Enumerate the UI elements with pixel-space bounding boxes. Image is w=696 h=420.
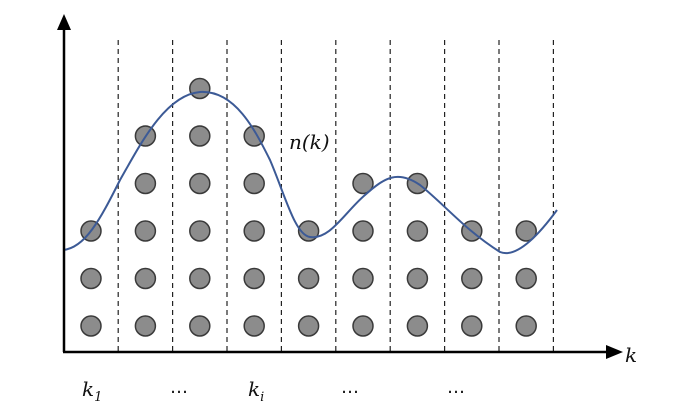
dot: [243, 172, 265, 195]
dot: [515, 220, 537, 242]
dot-grid: [80, 77, 537, 337]
dot: [134, 267, 157, 290]
dot: [352, 267, 374, 290]
dot: [80, 267, 102, 290]
dot: [189, 125, 211, 147]
x-axis-label: k: [625, 343, 637, 367]
dot: [352, 315, 374, 337]
dot: [134, 172, 157, 195]
curve-label: n(k): [289, 130, 330, 154]
ellipsis-label: …: [447, 377, 465, 398]
dot: [406, 220, 429, 242]
dot: [243, 315, 265, 337]
ellipsis-label: …: [341, 377, 359, 398]
dot: [189, 172, 211, 195]
dot: [297, 315, 320, 337]
dot: [352, 172, 374, 195]
dot: [515, 315, 537, 337]
x-axis-arrow-icon: [606, 345, 623, 359]
ellipsis-label: …: [170, 377, 188, 398]
curve-n-of-k: [62, 90, 558, 255]
dot: [461, 315, 483, 337]
y-axis-arrow-icon: [57, 14, 71, 30]
dot: [406, 267, 429, 290]
dot: [189, 220, 211, 242]
dot: [515, 267, 537, 290]
dot: [243, 267, 265, 290]
dot: [134, 220, 157, 242]
dot: [297, 220, 320, 242]
dot: [297, 267, 320, 290]
axes: [57, 14, 623, 359]
dot: [243, 220, 265, 242]
dot: [189, 267, 211, 290]
column-label-ki: ki: [248, 377, 264, 405]
column-dividers: [117, 40, 555, 352]
dot: [189, 315, 211, 337]
dot: [189, 77, 211, 100]
dot: [134, 315, 157, 337]
dot: [406, 315, 429, 337]
dot: [80, 315, 102, 337]
column-label-k1: k1: [82, 377, 102, 405]
dot: [461, 267, 483, 290]
dot: [352, 220, 374, 242]
